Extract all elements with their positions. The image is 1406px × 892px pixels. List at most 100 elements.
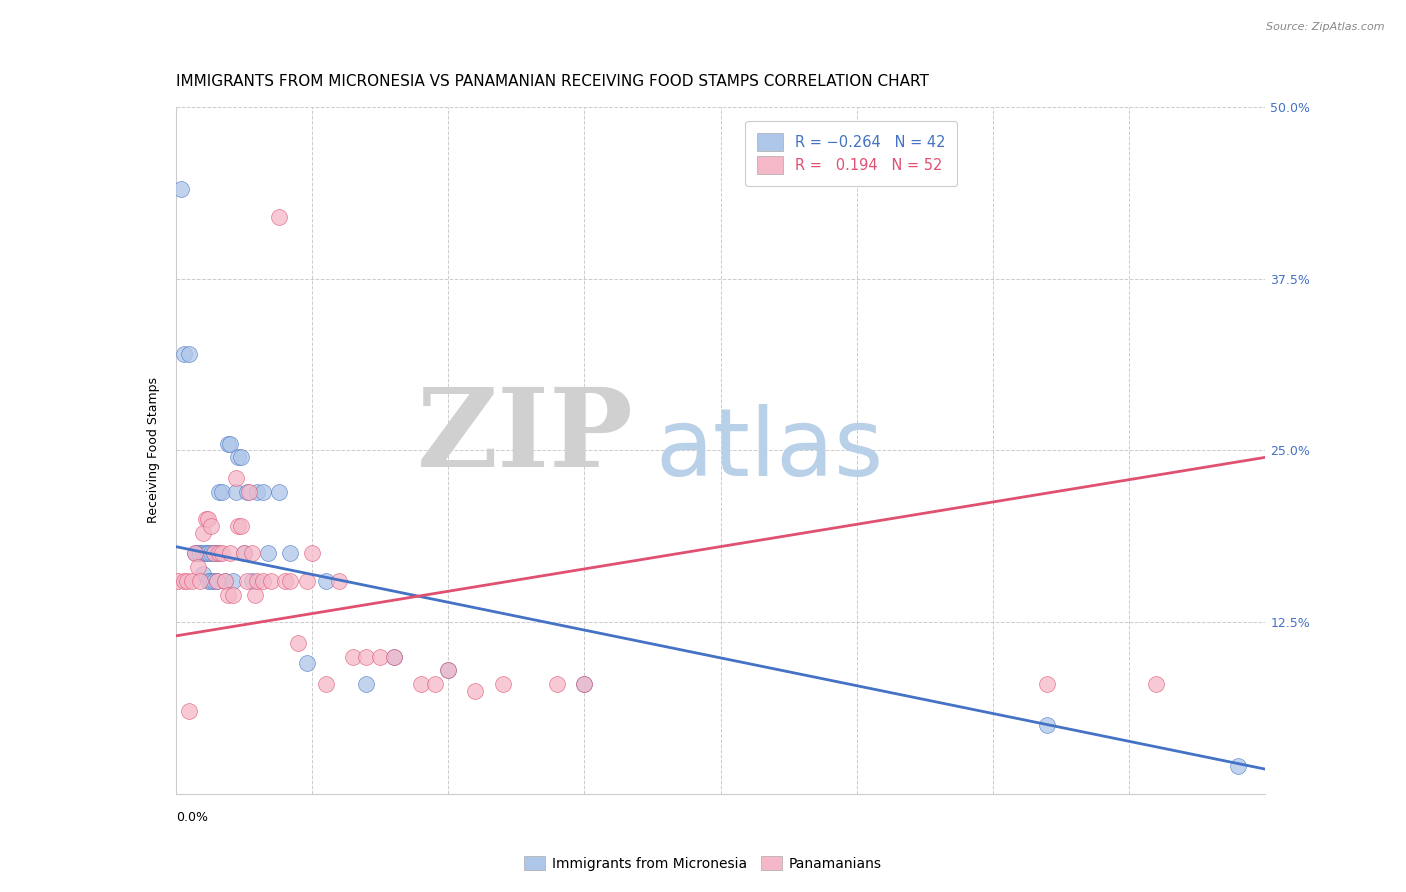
- Point: [231, 450, 253, 465]
- Point: [278, 574, 301, 588]
- Point: [217, 436, 239, 450]
- Legend: R = −0.264   N = 42, R =   0.194   N = 52: R = −0.264 N = 42, R = 0.194 N = 52: [745, 121, 957, 186]
- Point: [492, 677, 515, 691]
- Point: [173, 574, 195, 588]
- Point: [197, 512, 219, 526]
- Point: [191, 567, 214, 582]
- Point: [167, 574, 190, 588]
- Point: [252, 484, 274, 499]
- Point: [368, 649, 391, 664]
- Point: [202, 546, 225, 561]
- Point: [211, 546, 233, 561]
- Point: [295, 657, 318, 671]
- Point: [200, 519, 222, 533]
- Point: [211, 484, 233, 499]
- Point: [179, 347, 201, 361]
- Point: [356, 677, 378, 691]
- Point: [240, 574, 263, 588]
- Text: atlas: atlas: [655, 404, 883, 497]
- Point: [295, 574, 318, 588]
- Point: [219, 436, 242, 450]
- Point: [409, 677, 432, 691]
- Point: [546, 677, 568, 691]
- Point: [228, 519, 250, 533]
- Point: [176, 574, 198, 588]
- Point: [214, 574, 236, 588]
- Point: [184, 546, 207, 561]
- Point: [214, 574, 236, 588]
- Point: [225, 484, 247, 499]
- Point: [382, 649, 405, 664]
- Point: [232, 546, 254, 561]
- Point: [222, 588, 245, 602]
- Point: [238, 484, 260, 499]
- Point: [342, 649, 364, 664]
- Point: [191, 546, 214, 561]
- Point: [231, 519, 253, 533]
- Text: ZIP: ZIP: [416, 384, 633, 491]
- Point: [222, 574, 245, 588]
- Point: [269, 484, 291, 499]
- Y-axis label: Receiving Food Stamps: Receiving Food Stamps: [146, 377, 160, 524]
- Point: [208, 484, 231, 499]
- Point: [328, 574, 350, 588]
- Point: [301, 546, 323, 561]
- Point: [235, 574, 257, 588]
- Point: [184, 546, 207, 561]
- Point: [235, 484, 257, 499]
- Point: [170, 182, 193, 196]
- Point: [1036, 677, 1059, 691]
- Point: [191, 525, 214, 540]
- Point: [246, 574, 269, 588]
- Point: [205, 546, 228, 561]
- Point: [574, 677, 596, 691]
- Point: [240, 546, 263, 561]
- Point: [202, 574, 225, 588]
- Point: [219, 546, 242, 561]
- Point: [194, 546, 217, 561]
- Point: [173, 347, 195, 361]
- Point: [186, 560, 209, 574]
- Point: [274, 574, 297, 588]
- Point: [200, 546, 222, 561]
- Point: [186, 546, 209, 561]
- Point: [205, 574, 228, 588]
- Point: [356, 649, 378, 664]
- Point: [188, 574, 211, 588]
- Point: [232, 546, 254, 561]
- Point: [197, 546, 219, 561]
- Point: [278, 546, 301, 561]
- Point: [315, 677, 337, 691]
- Text: Source: ZipAtlas.com: Source: ZipAtlas.com: [1267, 22, 1385, 32]
- Point: [1036, 718, 1059, 732]
- Point: [246, 484, 269, 499]
- Point: [197, 574, 219, 588]
- Point: [228, 450, 250, 465]
- Point: [181, 574, 204, 588]
- Point: [243, 588, 266, 602]
- Point: [179, 705, 201, 719]
- Point: [188, 546, 211, 561]
- Point: [217, 588, 239, 602]
- Point: [208, 546, 231, 561]
- Point: [315, 574, 337, 588]
- Point: [269, 210, 291, 224]
- Text: 0.0%: 0.0%: [176, 812, 208, 824]
- Point: [437, 663, 460, 677]
- Point: [260, 574, 283, 588]
- Point: [574, 677, 596, 691]
- Point: [257, 546, 280, 561]
- Point: [1144, 677, 1167, 691]
- Point: [225, 471, 247, 485]
- Legend: Immigrants from Micronesia, Panamanians: Immigrants from Micronesia, Panamanians: [519, 850, 887, 876]
- Point: [194, 512, 217, 526]
- Point: [252, 574, 274, 588]
- Point: [200, 574, 222, 588]
- Point: [382, 649, 405, 664]
- Point: [287, 636, 309, 650]
- Point: [437, 663, 460, 677]
- Text: IMMIGRANTS FROM MICRONESIA VS PANAMANIAN RECEIVING FOOD STAMPS CORRELATION CHART: IMMIGRANTS FROM MICRONESIA VS PANAMANIAN…: [176, 74, 928, 89]
- Point: [205, 574, 228, 588]
- Point: [1227, 759, 1250, 773]
- Point: [464, 683, 486, 698]
